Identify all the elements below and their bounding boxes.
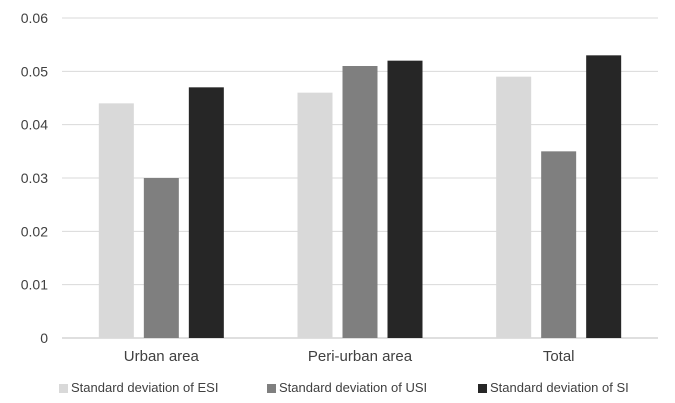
y-tick-label: 0.05 — [21, 63, 48, 79]
y-tick-label: 0.02 — [21, 223, 48, 239]
bar — [586, 55, 622, 338]
legend-label: Standard deviation of SI — [490, 380, 629, 395]
y-tick-label: 0.04 — [21, 117, 48, 133]
bar — [143, 178, 179, 338]
y-tick-label: 0.06 — [21, 10, 48, 26]
bar — [496, 76, 532, 339]
legend-swatch — [267, 384, 276, 393]
bar — [188, 87, 224, 338]
y-tick-label: 0 — [40, 330, 48, 346]
bars — [98, 55, 622, 339]
y-tick-label: 0.01 — [21, 277, 48, 293]
legend-label: Standard deviation of ESI — [71, 380, 218, 395]
y-tick-label: 0.03 — [21, 170, 48, 186]
bar — [541, 151, 577, 338]
legend: Standard deviation of ESI Standard deviat… — [59, 380, 629, 395]
legend-swatch — [59, 384, 68, 393]
bar — [387, 60, 423, 339]
bar — [342, 66, 378, 338]
bar — [297, 92, 333, 339]
x-tick-label: Peri-urban area — [308, 348, 413, 365]
y-axis-ticks: 0 0.01 0.02 0.03 0.04 0.05 0.06 — [21, 10, 48, 346]
bar — [98, 103, 134, 338]
x-tick-label: Total — [543, 348, 575, 365]
legend-swatch — [478, 384, 487, 393]
x-tick-label: Urban area — [124, 348, 200, 365]
x-axis-labels: Urban area Peri-urban area Total — [124, 348, 575, 365]
legend-label: Standard deviation of USI — [279, 380, 427, 395]
